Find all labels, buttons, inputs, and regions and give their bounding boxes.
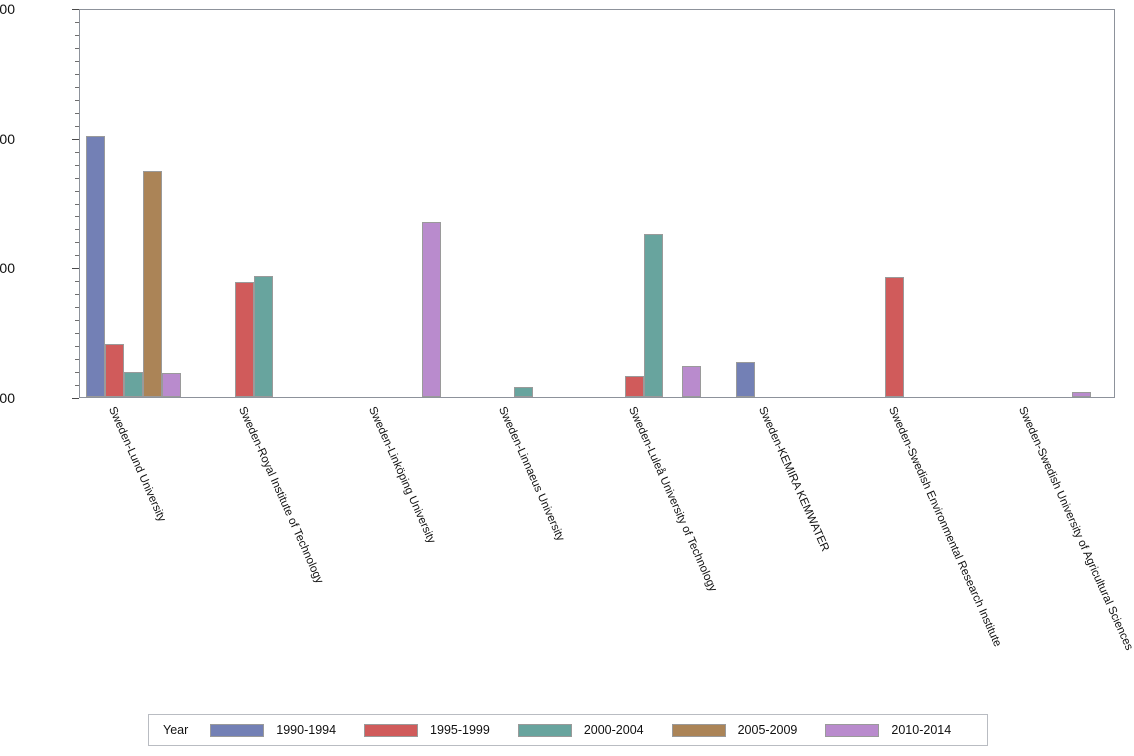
y-axis-minor-tick-mark <box>75 86 79 88</box>
legend-color-swatch <box>210 723 265 737</box>
y-axis-minor-tick-mark <box>75 372 79 374</box>
y-axis-minor-tick-mark <box>75 164 79 166</box>
legend-title: Year <box>163 723 189 737</box>
y-axis-tick-mark <box>72 138 79 140</box>
legend-color-swatch <box>364 723 419 737</box>
y-axis-minor-tick-mark <box>75 99 79 101</box>
x-axis-labels: Sweden-Lund University Sweden-Royal Insti… <box>0 399 1134 699</box>
bar <box>885 277 904 397</box>
x-axis-label: Sweden-Luleå University of Technology <box>625 405 719 594</box>
bar <box>422 221 441 397</box>
y-axis-minor-tick-mark <box>75 242 79 244</box>
legend-label: 2010-2014 <box>891 723 952 737</box>
legend-label: 1990-1994 <box>276 723 337 737</box>
y-axis-minor-tick-mark <box>75 216 79 218</box>
legend: Year 1990-1994 1995-1999 2000-2004 2005-200… <box>148 714 988 746</box>
y-axis-minor-tick-mark <box>75 47 79 49</box>
x-axis-label: Sweden-Linnaeus University <box>495 405 566 544</box>
y-axis-minor-tick-mark <box>75 294 79 296</box>
bar <box>1072 391 1091 397</box>
y-axis-tick-label: 2.00 <box>0 130 15 147</box>
y-axis-minor-tick-mark <box>75 229 79 231</box>
legend-item[interactable]: 1995-1999 <box>364 723 490 737</box>
y-axis-minor-tick-mark <box>75 359 79 361</box>
x-axis-label: Sweden-Royal Institute of Technology <box>235 405 325 586</box>
y-axis-minor-tick-mark <box>75 385 79 387</box>
y-axis-tick-label: 1.00 <box>0 260 15 277</box>
legend-items: 1990-1994 1995-1999 2000-2004 2005-2009 2010… <box>210 723 979 737</box>
bar <box>105 343 124 397</box>
y-axis-tick-label: 3.00 <box>0 1 15 17</box>
y-axis-minor-tick-mark <box>75 320 79 322</box>
legend-color-swatch <box>517 723 572 737</box>
y-axis-tick-mark <box>72 9 79 10</box>
bars-layer <box>80 10 1114 397</box>
bar <box>736 362 755 397</box>
bar <box>514 386 533 397</box>
y-axis-tick-mark <box>72 398 79 399</box>
legend-label: 2005-2009 <box>737 723 798 737</box>
y-axis-minor-tick-mark <box>75 281 79 283</box>
bar <box>625 376 644 397</box>
y-axis-minor-tick-mark <box>75 307 79 309</box>
legend-label: 2000-2004 <box>583 723 644 737</box>
legend-color-swatch <box>825 723 880 737</box>
x-axis-label: Sweden-Lund University <box>105 405 168 524</box>
y-axis-minor-tick-mark <box>75 73 79 75</box>
legend-item[interactable]: 2005-2009 <box>671 723 798 737</box>
x-axis-label: Sweden-Swedish Environmental Research In… <box>885 405 1003 649</box>
y-axis-minor-tick-mark <box>75 125 79 127</box>
y-axis-minor-tick-mark <box>75 346 79 348</box>
y-axis-minor-tick-mark <box>75 203 79 205</box>
y-axis-minor-tick-mark <box>75 151 79 153</box>
legend-item[interactable]: 2000-2004 <box>517 723 644 737</box>
bar <box>254 276 273 397</box>
y-axis-minor-tick-mark <box>75 177 79 179</box>
y-axis-minor-tick-mark <box>75 60 79 62</box>
bar <box>124 372 143 397</box>
legend-item[interactable]: 1990-1994 <box>210 723 336 737</box>
legend-color-swatch <box>671 723 726 737</box>
y-axis-minor-tick-mark <box>75 34 79 36</box>
legend-item[interactable]: 2010-2014 <box>825 723 951 737</box>
y-axis-minor-tick-mark <box>75 112 79 114</box>
bar <box>162 373 181 397</box>
bar <box>143 171 162 397</box>
y-axis-tick-mark <box>72 268 79 270</box>
y-axis-tick-label: 0.00 <box>0 390 15 406</box>
x-axis-label: Sweden-Swedish University of Agricultura… <box>1015 405 1134 653</box>
bar <box>86 136 105 397</box>
x-axis-label: Sweden-KEMIRA KEMWATER <box>755 405 831 554</box>
y-axis-minor-tick-mark <box>75 21 79 23</box>
plot-area <box>79 9 1115 398</box>
x-axis-label: Sweden-Linköping University <box>365 405 437 546</box>
bar <box>682 365 701 397</box>
bar <box>235 281 254 397</box>
y-axis-minor-tick-mark <box>75 255 79 257</box>
bar <box>644 233 663 397</box>
y-axis-minor-tick-mark <box>75 333 79 335</box>
legend-label: 1995-1999 <box>430 723 490 737</box>
y-axis-minor-tick-mark <box>75 190 79 192</box>
